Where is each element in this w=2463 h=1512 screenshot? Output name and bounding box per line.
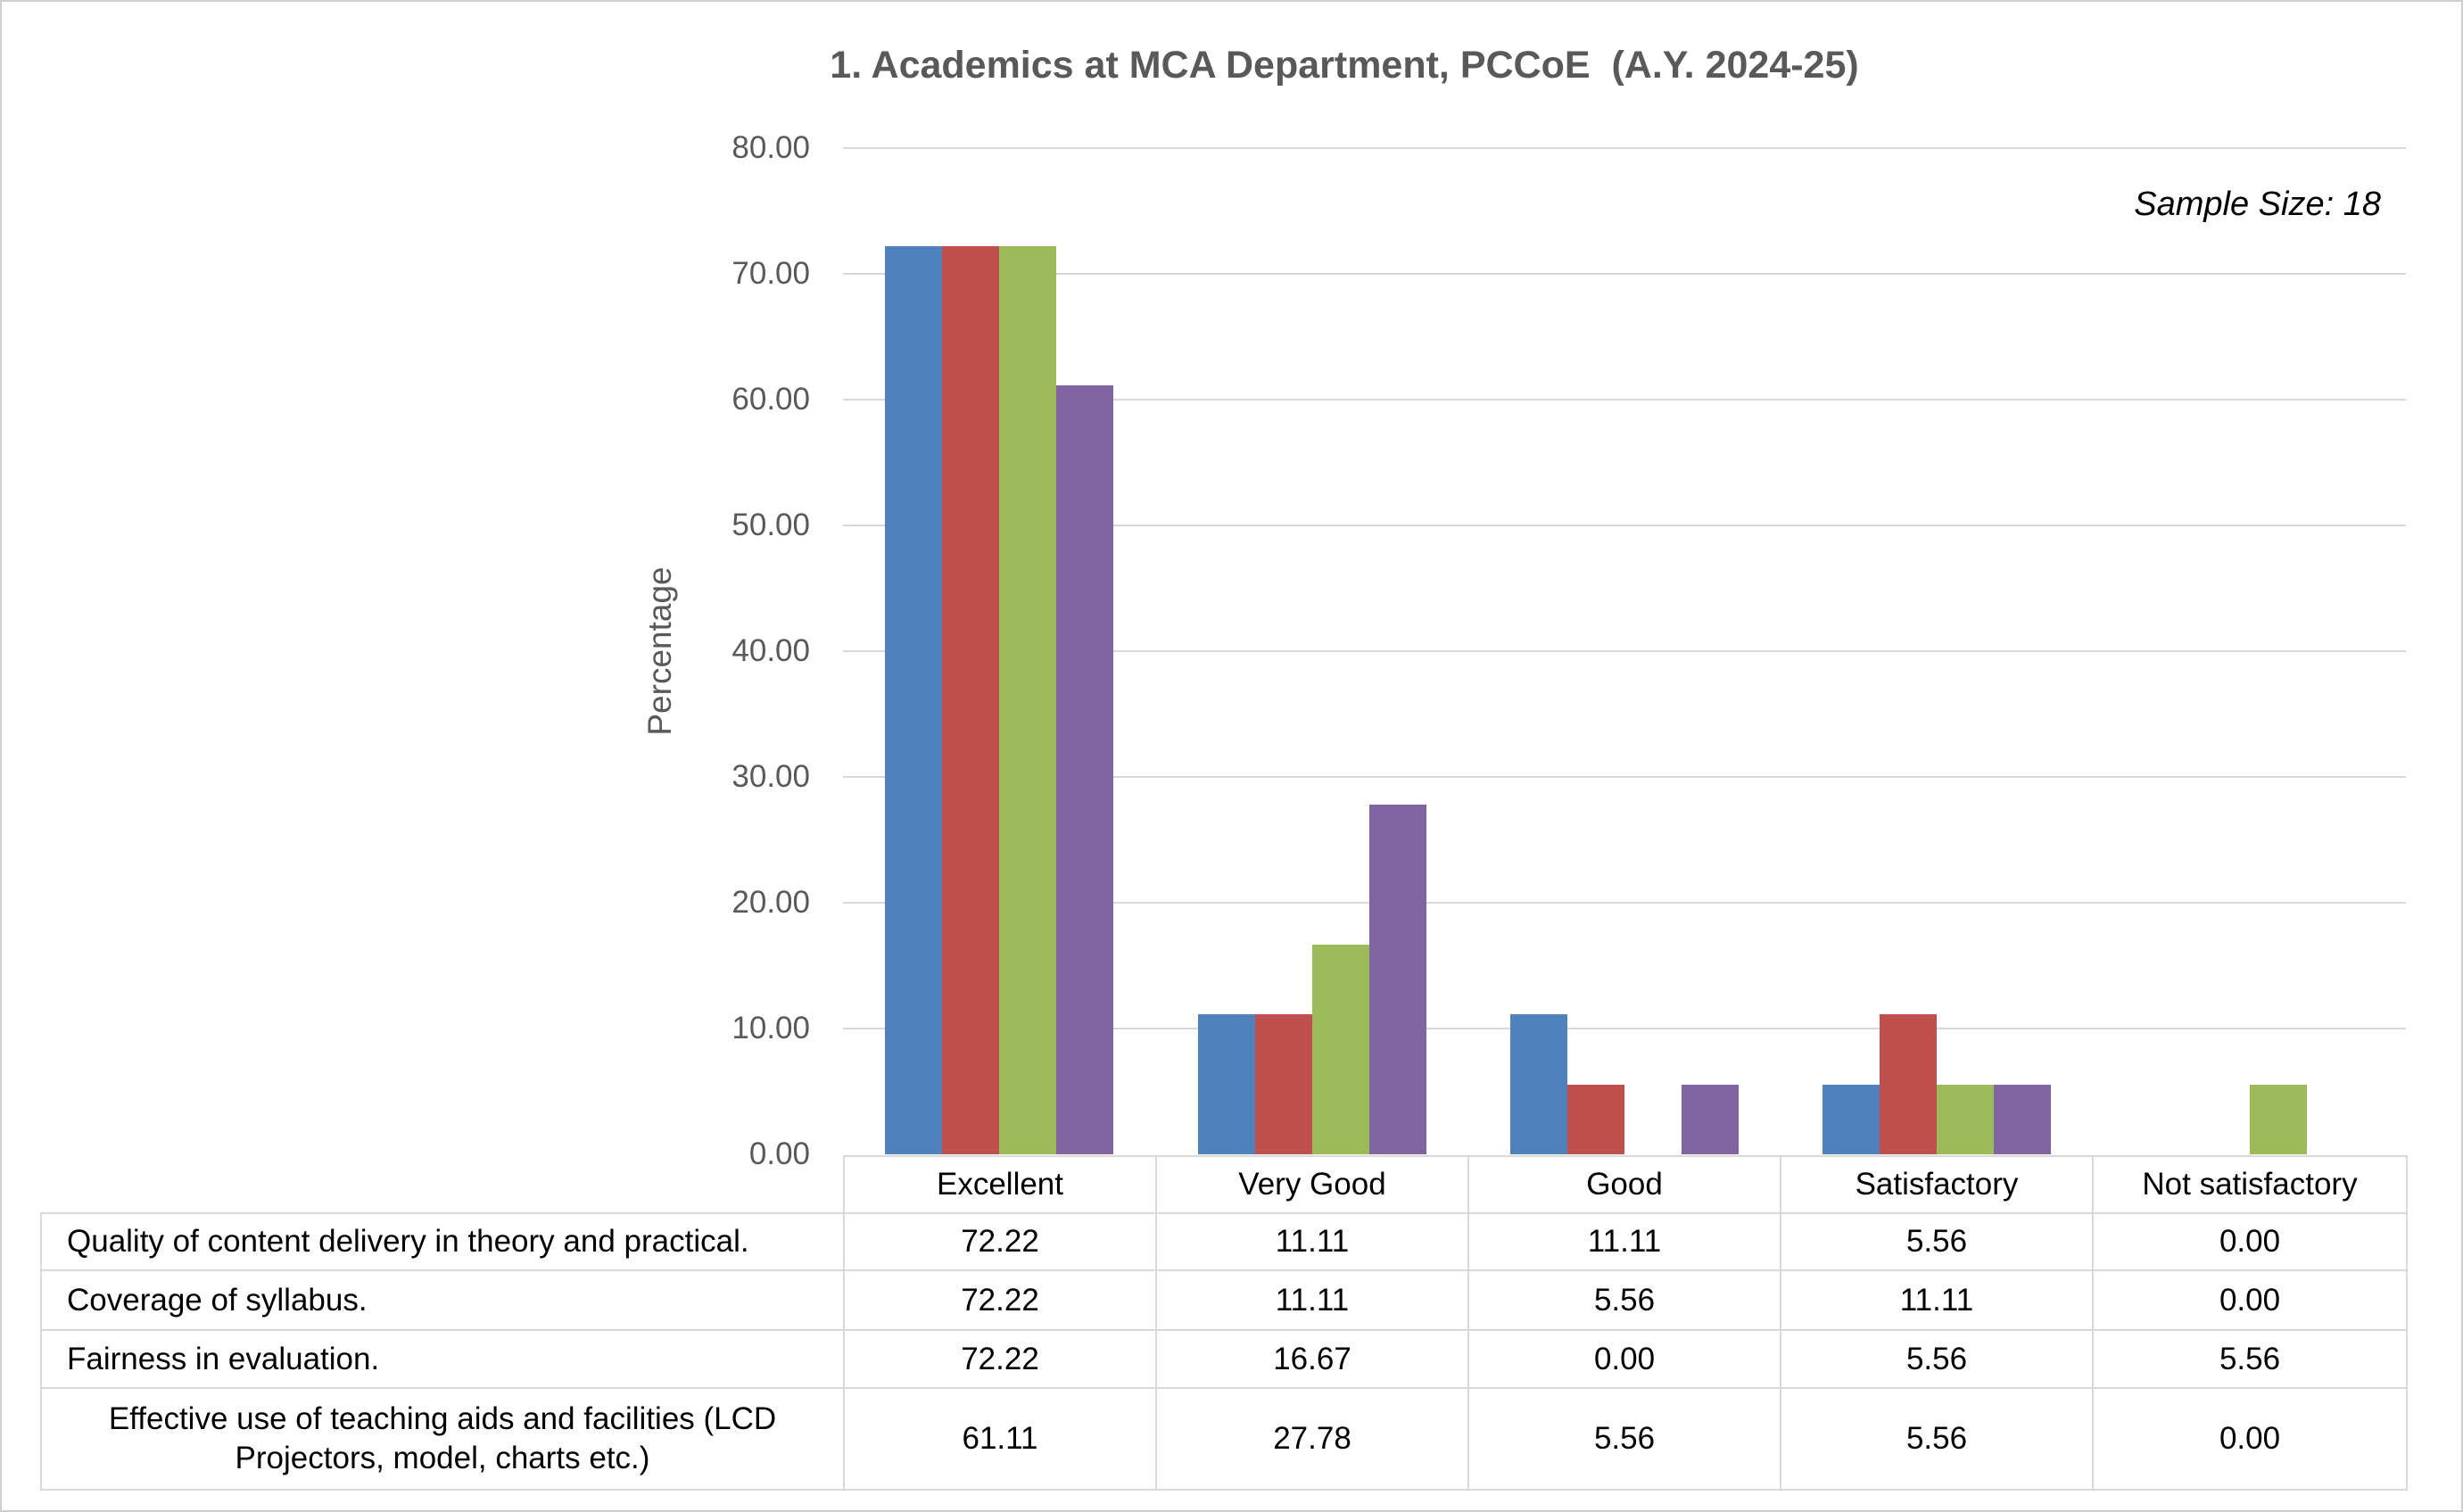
value-cell: 0.00 <box>2092 1387 2408 1491</box>
table-row: Quality of content delivery in theory an… <box>40 1212 2408 1271</box>
table-row: Effective use of teaching aids and facil… <box>40 1387 2408 1491</box>
y-tick-label: 40.00 <box>731 633 810 668</box>
gridline <box>843 525 2406 526</box>
sample-size-note: Sample Size: 18 <box>2134 186 2381 223</box>
bar-satisfactory-s4 <box>1994 1084 2052 1154</box>
gridline <box>843 147 2406 149</box>
series-label-cell: Fairness in evaluation. <box>40 1329 845 1389</box>
bar-very-good-s4 <box>1368 805 1426 1154</box>
value-cell: 5.56 <box>1780 1387 2094 1491</box>
gridline <box>843 1028 2406 1029</box>
category-header-cell: Not satisfactory <box>2092 1155 2408 1214</box>
value-cell: 5.56 <box>1780 1212 2094 1271</box>
bar-very-good-s1 <box>1197 1014 1255 1154</box>
series-label-cell: Coverage of syllabus. <box>40 1269 845 1331</box>
value-cell: 72.22 <box>843 1329 1157 1389</box>
category-header-cell: Satisfactory <box>1780 1155 2094 1214</box>
chart-title: 1. Academics at MCA Department, PCCoE (A… <box>830 44 1859 87</box>
y-tick-label: 30.00 <box>731 759 810 794</box>
category-header-cell: Excellent <box>843 1155 1157 1214</box>
y-tick-label: 10.00 <box>731 1011 810 1045</box>
y-tick-label: 80.00 <box>731 130 810 165</box>
value-cell: 0.00 <box>2092 1269 2408 1331</box>
value-cell: 61.11 <box>843 1387 1157 1491</box>
gridline <box>843 273 2406 275</box>
gridline <box>843 399 2406 401</box>
table-row: Coverage of syllabus. 72.22 11.11 5.56 11.11… <box>40 1269 2408 1331</box>
y-tick-label: 20.00 <box>731 885 810 920</box>
value-cell: 11.11 <box>1780 1269 2094 1331</box>
bar-excellent-s4 <box>1056 385 1114 1154</box>
chart-data-table: Excellent Very Good Good Satisfactory Not sa… <box>40 1155 2408 1491</box>
bar-satisfactory-s1 <box>1822 1084 1880 1154</box>
bar-excellent-s3 <box>999 245 1057 1154</box>
value-cell: 5.56 <box>1780 1329 2094 1389</box>
series-label-cell: Quality of content delivery in theory an… <box>40 1212 845 1271</box>
gridline <box>843 650 2406 652</box>
gridline <box>843 902 2406 904</box>
y-tick-label: 0.00 <box>748 1136 810 1171</box>
table-row: Fairness in evaluation. 72.22 16.67 0.00 5.5… <box>40 1329 2408 1389</box>
y-tick-label: 60.00 <box>731 382 810 417</box>
bar-good-s1 <box>1510 1014 1567 1154</box>
series-label-cell: Effective use of teaching aids and facil… <box>40 1387 845 1491</box>
value-cell: 5.56 <box>1467 1269 1781 1331</box>
value-cell: 11.11 <box>1155 1212 1469 1271</box>
category-header-row: Excellent Very Good Good Satisfactory Not sa… <box>41 1155 2408 1214</box>
bar-not-satisfactory-s3 <box>2249 1084 2307 1154</box>
value-cell: 5.56 <box>2092 1329 2408 1389</box>
bar-satisfactory-s2 <box>1880 1014 1938 1154</box>
value-cell: 11.11 <box>1467 1212 1781 1271</box>
value-cell: 16.67 <box>1155 1329 1469 1389</box>
y-axis-title: Percentage <box>641 566 678 736</box>
bar-good-s4 <box>1682 1084 1739 1154</box>
plot-area <box>843 147 2406 1154</box>
bar-excellent-s1 <box>885 245 943 1154</box>
value-cell: 72.22 <box>843 1269 1157 1331</box>
category-header-cell: Very Good <box>1155 1155 1469 1214</box>
value-cell: 0.00 <box>1467 1329 1781 1389</box>
value-cell: 11.11 <box>1155 1269 1469 1331</box>
category-header-cell: Good <box>1467 1155 1781 1214</box>
y-tick-label: 50.00 <box>731 508 810 542</box>
value-cell: 72.22 <box>843 1212 1157 1271</box>
bar-very-good-s2 <box>1254 1014 1312 1154</box>
table-blank-corner-cell <box>41 1156 844 1213</box>
bar-excellent-s2 <box>942 245 1000 1154</box>
value-cell: 27.78 <box>1155 1387 1469 1491</box>
bar-good-s2 <box>1567 1084 1624 1154</box>
bar-very-good-s3 <box>1311 944 1369 1154</box>
bar-satisfactory-s3 <box>1937 1084 1995 1154</box>
value-cell: 5.56 <box>1467 1387 1781 1491</box>
gridline <box>843 776 2406 778</box>
y-tick-label: 70.00 <box>731 256 810 291</box>
value-cell: 0.00 <box>2092 1212 2408 1271</box>
